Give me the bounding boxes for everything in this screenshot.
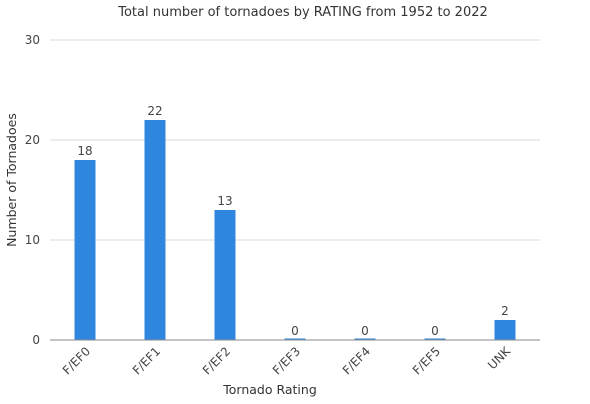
data-label: 22 <box>147 104 162 118</box>
data-label: 0 <box>431 324 439 338</box>
data-label: 18 <box>77 144 92 158</box>
x-tick-label: F/EF1 <box>130 344 163 377</box>
bar-f-ef1 <box>144 120 166 340</box>
gridlines <box>50 39 540 241</box>
x-tick-label: F/EF5 <box>410 344 443 377</box>
x-axis-title: Tornado Rating <box>222 382 317 397</box>
y-tick-label: 20 <box>25 133 40 147</box>
bar-unk <box>494 320 516 340</box>
y-tick-label: 0 <box>32 333 40 347</box>
data-labels: 18 22 13 0 0 0 2 <box>77 104 508 338</box>
x-axis-ticks: F/EF0 F/EF1 F/EF2 F/EF3 F/EF4 F/EF5 UNK <box>60 343 514 377</box>
bar-f-ef5 <box>424 338 446 340</box>
x-tick-label: F/EF3 <box>270 344 303 377</box>
data-label: 2 <box>501 304 509 318</box>
x-tick-label: F/EF2 <box>200 344 233 377</box>
y-axis-title: Number of Tornadoes <box>4 113 19 247</box>
bar-f-ef3 <box>284 338 306 340</box>
data-label: 13 <box>217 194 232 208</box>
x-tick-label: F/EF0 <box>60 344 93 377</box>
x-tick-label: UNK <box>485 343 514 372</box>
y-tick-label: 10 <box>25 233 40 247</box>
y-axis-ticks: 0 10 20 30 <box>25 33 40 347</box>
chart-title: Total number of tornadoes by RATING from… <box>117 5 488 20</box>
bars <box>74 120 516 340</box>
bar-f-ef2 <box>214 210 236 340</box>
x-tick-label: F/EF4 <box>340 344 373 377</box>
y-tick-label: 30 <box>25 33 40 47</box>
data-label: 0 <box>291 324 299 338</box>
bar-f-ef0 <box>74 160 96 340</box>
bar-f-ef4 <box>354 338 376 340</box>
data-label: 0 <box>361 324 369 338</box>
